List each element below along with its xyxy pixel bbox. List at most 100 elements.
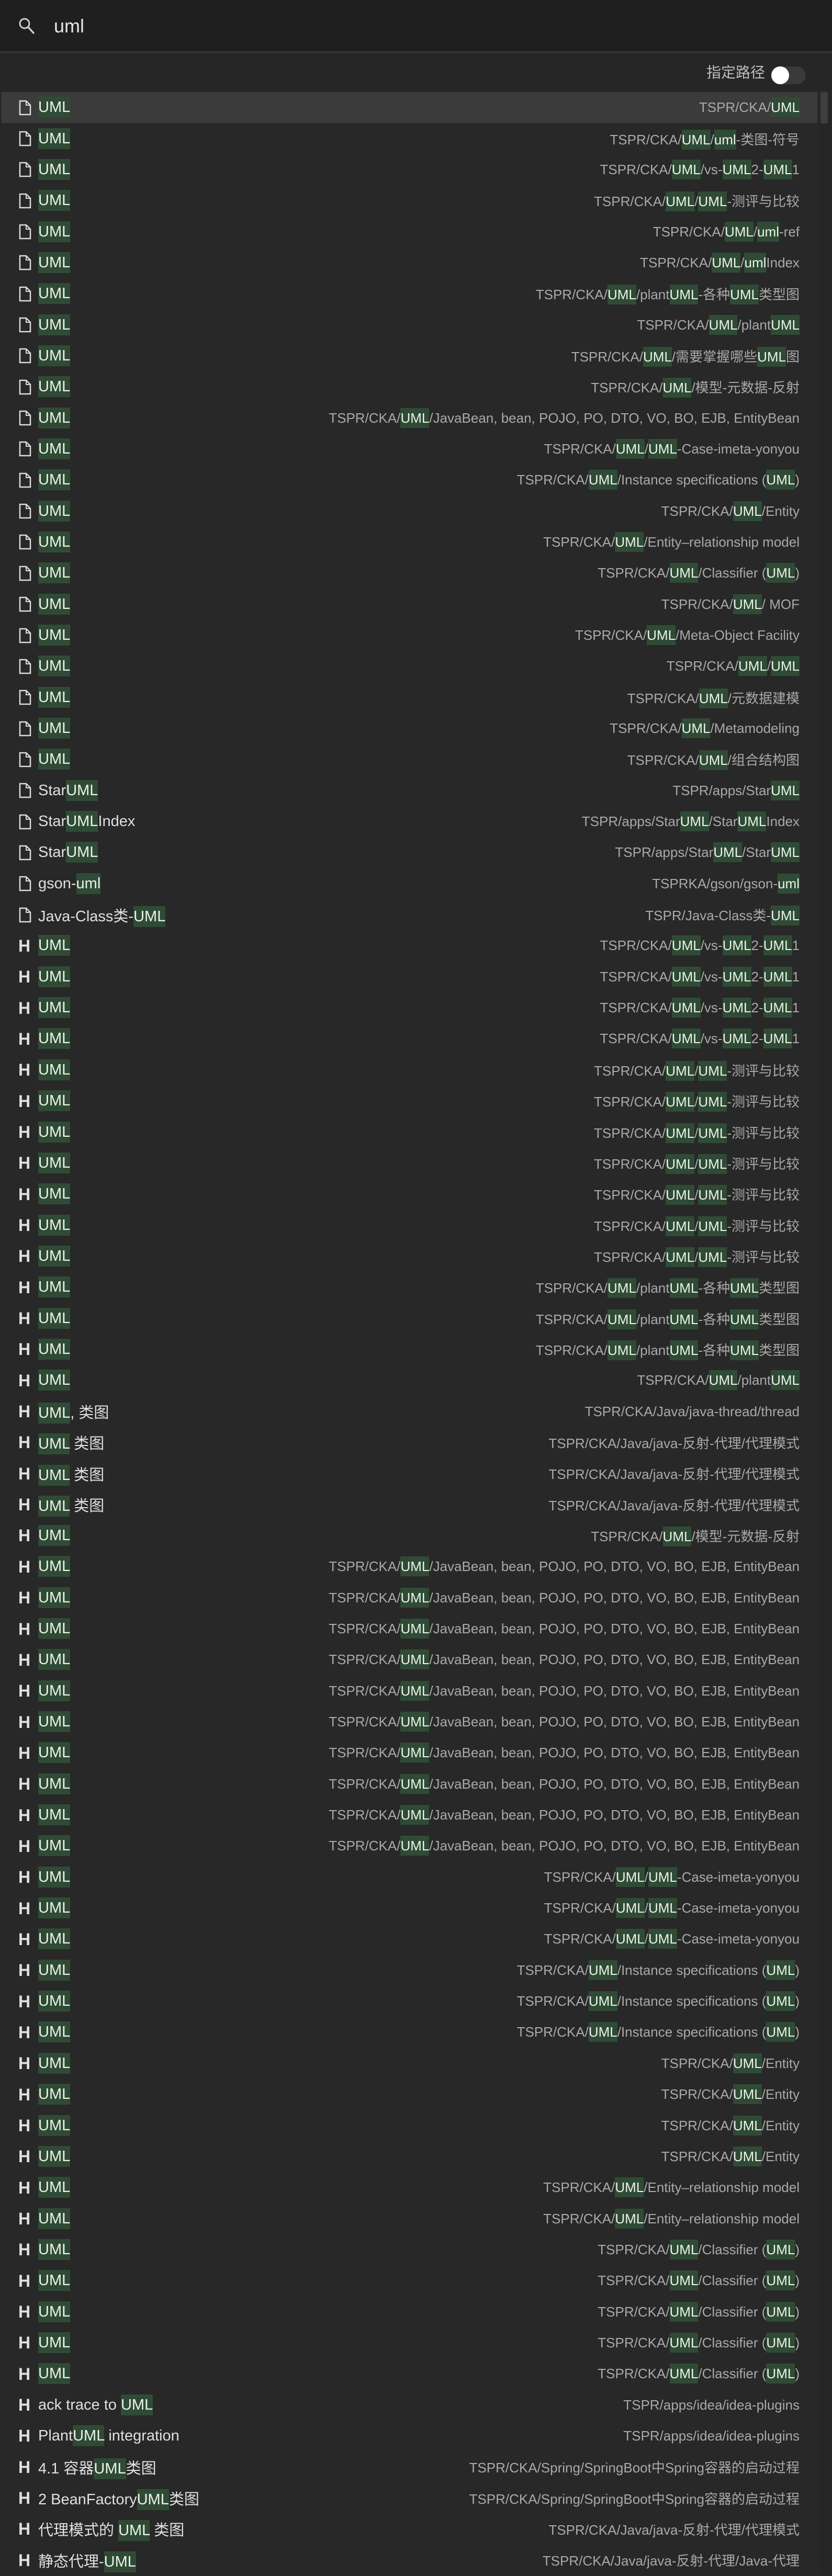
result-row[interactable]: H UML TSPR/CKA/UML/JavaBean, bean, POJO, P…: [2, 1583, 817, 1613]
result-row[interactable]: UML TSPR/CKA/UML/ MOF: [2, 589, 817, 620]
result-row[interactable]: UML TSPR/CKA/UML/Entity–relationship mode…: [2, 527, 817, 558]
result-row[interactable]: H UML TSPR/CKA/UML/vs-UML2-UML1: [2, 1023, 817, 1054]
result-row[interactable]: H 代理模式的 UML 类图 TSPR/CKA/Java/java-反射-代理/代理…: [2, 2514, 817, 2545]
result-row[interactable]: UML TSPR/CKA/UML: [2, 92, 817, 123]
result-title: gson-uml: [38, 873, 101, 894]
result-row[interactable]: UML TSPR/CKA/UML/Instance specifications …: [2, 465, 817, 495]
result-row[interactable]: UML TSPR/CKA/UML/UML: [2, 651, 817, 682]
result-row[interactable]: UML TSPR/CKA/UML/Metamodeling: [2, 713, 817, 744]
result-row[interactable]: H UML TSPR/CKA/UML/UML-Case-imeta-yonyou: [2, 1924, 817, 1954]
result-row[interactable]: UML TSPR/CKA/UML/组合结构图: [2, 744, 817, 775]
result-title: UML: [38, 438, 71, 459]
match-highlight: UML: [118, 2520, 150, 2541]
result-row[interactable]: H UML TSPR/CKA/UML/UML-测评与比较: [2, 1116, 817, 1147]
result-row[interactable]: UML TSPR/CKA/UML/plantUML-各种UML类型图: [2, 278, 817, 309]
result-row[interactable]: H UML TSPR/CKA/UML/UML-测评与比较: [2, 1241, 817, 1272]
result-row[interactable]: H UML TSPR/CKA/UML/plantUML-各种UML类型图: [2, 1303, 817, 1334]
result-row[interactable]: UML TSPR/CKA/UML/vs-UML2-UML1: [2, 154, 817, 185]
result-row[interactable]: H UML TSPR/CKA/UML/Entity–relationship mod…: [2, 2172, 817, 2203]
result-row[interactable]: H UML TSPR/CKA/UML/Classifier (UML): [2, 2358, 817, 2389]
result-row[interactable]: StarUMLIndex TSPR/apps/StarUML/StarUMLInd…: [2, 806, 817, 837]
result-row[interactable]: H 静态代理-UML TSPR/CKA/Java/java-反射-代理/Java-代…: [2, 2545, 817, 2575]
result-row[interactable]: H UML 类图 TSPR/CKA/Java/java-反射-代理/代理模式: [2, 1427, 817, 1458]
scrollbar[interactable]: [818, 92, 832, 2575]
result-row[interactable]: UML TSPR/CKA/UML/元数据建模: [2, 682, 817, 713]
result-row[interactable]: H UML TSPR/CKA/UML/vs-UML2-UML1: [2, 930, 817, 961]
result-row[interactable]: UML TSPR/CKA/UML/uml-ref: [2, 216, 817, 247]
result-row[interactable]: H UML TSPR/CKA/UML/plantUML: [2, 1365, 817, 1396]
result-row[interactable]: H UML TSPR/CKA/UML/UML-Case-imeta-yonyou: [2, 1862, 817, 1893]
result-path: TSPR/CKA/Java/java-反射-代理/Java-代理: [542, 2553, 800, 2569]
result-row[interactable]: H UML, 类图 TSPR/CKA/Java/java-thread/thread: [2, 1396, 817, 1427]
result-row[interactable]: H PlantUML integration TSPR/apps/idea/idea…: [2, 2421, 817, 2451]
result-row[interactable]: H UML TSPR/CKA/UML/UML-测评与比较: [2, 1210, 817, 1240]
result-row[interactable]: Java-Class类-UML TSPR/Java-Class类-UML: [2, 899, 817, 930]
result-row[interactable]: UML TSPR/CKA/UML/UML-Case-imeta-yonyou: [2, 434, 817, 465]
result-row[interactable]: H UML TSPR/CKA/UML/Classifier (UML): [2, 2265, 817, 2296]
result-row[interactable]: H UML TSPR/CKA/UML/Entity–relationship mod…: [2, 2203, 817, 2234]
result-row[interactable]: H UML TSPR/CKA/UML/JavaBean, bean, POJO, P…: [2, 1613, 817, 1644]
result-row[interactable]: H UML TSPR/CKA/UML/Instance specifications…: [2, 2017, 817, 2048]
result-title: UML: [38, 1121, 71, 1143]
result-row[interactable]: H UML TSPR/CKA/UML/plantUML-各种UML类型图: [2, 1334, 817, 1365]
heading-icon: H: [18, 2054, 31, 2073]
result-row[interactable]: gson-uml TSPRKA/gson/gson-uml: [2, 868, 817, 899]
result-row[interactable]: UML TSPR/CKA/UML/Classifier (UML): [2, 558, 817, 589]
result-row[interactable]: H UML TSPR/CKA/UML/Instance specifications…: [2, 1986, 817, 2017]
match-highlight: UML: [730, 285, 759, 305]
result-row[interactable]: UML TSPR/CKA/UML/Entity: [2, 495, 817, 526]
result-row[interactable]: UML TSPR/CKA/UML/plantUML: [2, 309, 817, 340]
result-row[interactable]: H UML TSPR/CKA/UML/UML-Case-imeta-yonyou: [2, 1893, 817, 1924]
result-row[interactable]: H UML TSPR/CKA/UML/JavaBean, bean, POJO, P…: [2, 1800, 817, 1831]
result-row[interactable]: H UML TSPR/CKA/UML/UML-测评与比较: [2, 1086, 817, 1116]
scrollbar-thumb[interactable]: [820, 92, 828, 123]
result-row[interactable]: H UML TSPR/CKA/UML/plantUML-各种UML类型图: [2, 1272, 817, 1303]
result-row[interactable]: H UML TSPR/CKA/UML/JavaBean, bean, POJO, P…: [2, 1737, 817, 1768]
search-input[interactable]: uml: [54, 15, 85, 37]
result-row[interactable]: UML TSPR/CKA/UML/模型-元数据-反射: [2, 371, 817, 402]
result-row[interactable]: H UML TSPR/CKA/UML/JavaBean, bean, POJO, P…: [2, 1831, 817, 1861]
match-highlight: UML: [104, 2551, 136, 2572]
result-row[interactable]: H UML TSPR/CKA/UML/vs-UML2-UML1: [2, 992, 817, 1023]
result-row[interactable]: H 4.1 容器UML类图 TSPR/CKA/Spring/SpringBoot中S…: [2, 2451, 817, 2482]
result-row[interactable]: H UML TSPR/CKA/UML/vs-UML2-UML1: [2, 962, 817, 992]
result-row[interactable]: H UML TSPR/CKA/UML/Classifier (UML): [2, 2328, 817, 2358]
result-row[interactable]: H UML TSPR/CKA/UML/UML-测评与比较: [2, 1179, 817, 1210]
result-row[interactable]: H UML TSPR/CKA/UML/Classifier (UML): [2, 2296, 817, 2327]
result-path: TSPR/CKA/UML/JavaBean, bean, POJO, PO, D…: [329, 1836, 800, 1856]
result-row[interactable]: StarUML TSPR/apps/StarUML/StarUML: [2, 837, 817, 868]
result-row[interactable]: UML TSPR/CKA/UML/需要掌握哪些UML图: [2, 341, 817, 371]
path-toggle[interactable]: [771, 66, 806, 84]
result-row[interactable]: UML TSPR/CKA/UML/Meta-Object Facility: [2, 620, 817, 651]
result-row[interactable]: UML TSPR/CKA/UML/JavaBean, bean, POJO, PO…: [2, 402, 817, 433]
heading-icon: H: [18, 936, 31, 955]
result-row[interactable]: H UML TSPR/CKA/UML/JavaBean, bean, POJO, P…: [2, 1707, 817, 1737]
match-highlight: UML: [38, 1183, 71, 1205]
result-row[interactable]: UML TSPR/CKA/UML/uml-类图-符号: [2, 123, 817, 154]
result-row[interactable]: H 2 BeanFactoryUML类图 TSPR/CKA/Spring/Sprin…: [2, 2482, 817, 2513]
result-row[interactable]: H UML TSPR/CKA/UML/JavaBean, bean, POJO, P…: [2, 1769, 817, 1800]
result-title: UML: [38, 407, 71, 428]
result-row[interactable]: H UML TSPR/CKA/UML/JavaBean, bean, POJO, P…: [2, 1676, 817, 1707]
result-row[interactable]: H UML TSPR/CKA/UML/JavaBean, bean, POJO, P…: [2, 1551, 817, 1582]
result-row[interactable]: H UML TSPR/CKA/UML/Entity: [2, 2048, 817, 2079]
result-row[interactable]: H UML 类图 TSPR/CKA/Java/java-反射-代理/代理模式: [2, 1489, 817, 1520]
result-row[interactable]: H UML TSPR/CKA/UML/Entity: [2, 2141, 817, 2172]
result-row[interactable]: UML TSPR/CKA/UML/UML-测评与比较: [2, 185, 817, 216]
result-row[interactable]: H UML TSPR/CKA/UML/Instance specifications…: [2, 1955, 817, 1986]
result-row[interactable]: StarUML TSPR/apps/StarUML: [2, 775, 817, 806]
file-icon: [19, 193, 31, 208]
result-row[interactable]: H UML TSPR/CKA/UML/Entity: [2, 2079, 817, 2110]
result-row[interactable]: H UML 类图 TSPR/CKA/Java/java-反射-代理/代理模式: [2, 1458, 817, 1489]
file-icon: [19, 100, 31, 115]
result-row[interactable]: H UML TSPR/CKA/UML/Entity: [2, 2110, 817, 2141]
result-row[interactable]: H UML TSPR/CKA/UML/UML-测评与比较: [2, 1148, 817, 1179]
result-row[interactable]: H UML TSPR/CKA/UML/Classifier (UML): [2, 2234, 817, 2265]
result-title: UML: [38, 2052, 71, 2074]
result-row[interactable]: UML TSPR/CKA/UML/umlIndex: [2, 247, 817, 278]
result-row[interactable]: H UML TSPR/CKA/UML/UML-测评与比较: [2, 1055, 817, 1086]
result-row[interactable]: H UML TSPR/CKA/UML/JavaBean, bean, POJO, P…: [2, 1644, 817, 1675]
result-row[interactable]: H UML TSPR/CKA/UML/模型-元数据-反射: [2, 1520, 817, 1551]
match-highlight: UML: [757, 346, 786, 367]
